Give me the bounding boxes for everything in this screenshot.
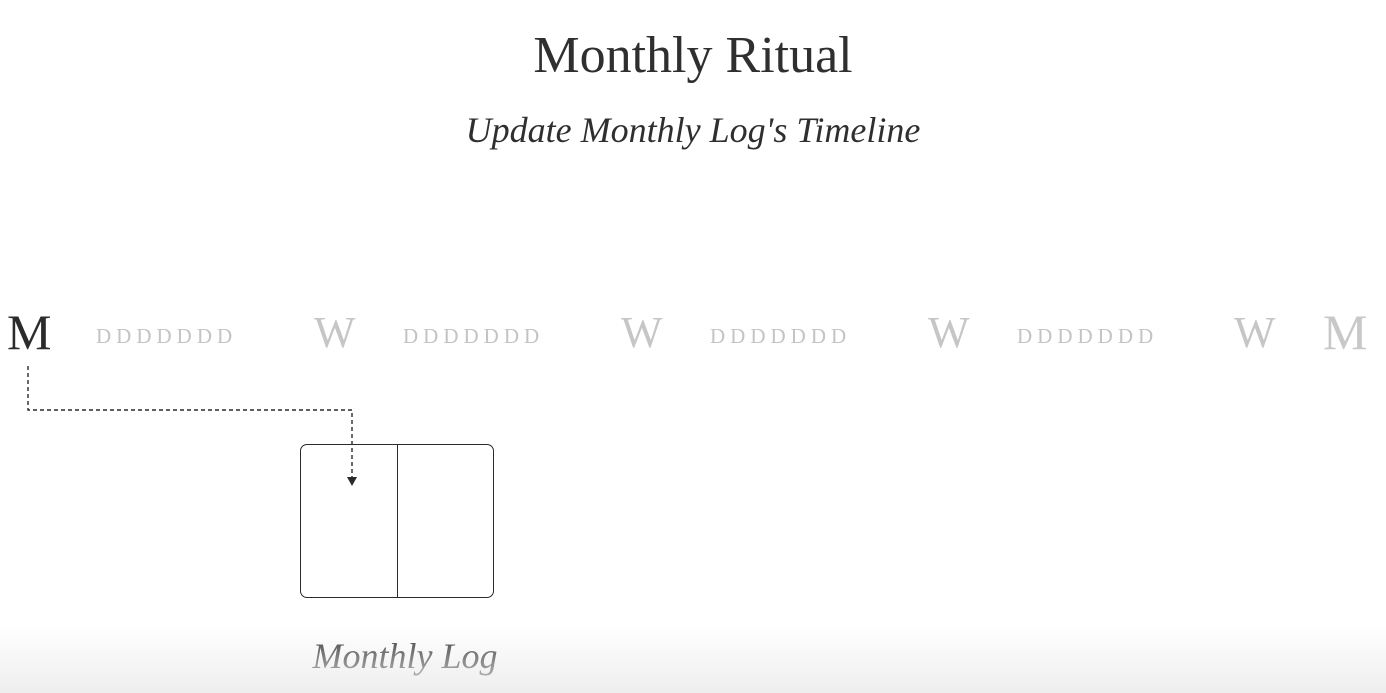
timeline-week-3: W [928, 307, 970, 357]
timeline-days-week-4: DDDDDDD [1017, 323, 1159, 348]
page-subtitle: Update Monthly Log's Timeline [465, 110, 921, 150]
month-timeline: M DDDDDDD W DDDDDDD W DDDDDDD W DDDDDDD … [0, 300, 1386, 364]
timeline-week-4: W [1234, 307, 1276, 357]
timeline-week-2: W [621, 307, 663, 357]
monthly-log-label: Monthly Log [312, 636, 498, 676]
timeline-next-month: M [1323, 304, 1368, 360]
timeline-days-week-3: DDDDDDD [710, 323, 852, 348]
page-title: Monthly Ritual [533, 27, 853, 84]
timeline-week-1: W [314, 307, 356, 357]
spread-spine [397, 445, 398, 597]
timeline-days-week-2: DDDDDDD [403, 323, 545, 348]
monthly-log-spread-icon [300, 444, 494, 598]
timeline-current-month: M [7, 304, 52, 360]
timeline-days-week-1: DDDDDDD [96, 323, 238, 348]
arrow-head-icon [347, 477, 357, 486]
